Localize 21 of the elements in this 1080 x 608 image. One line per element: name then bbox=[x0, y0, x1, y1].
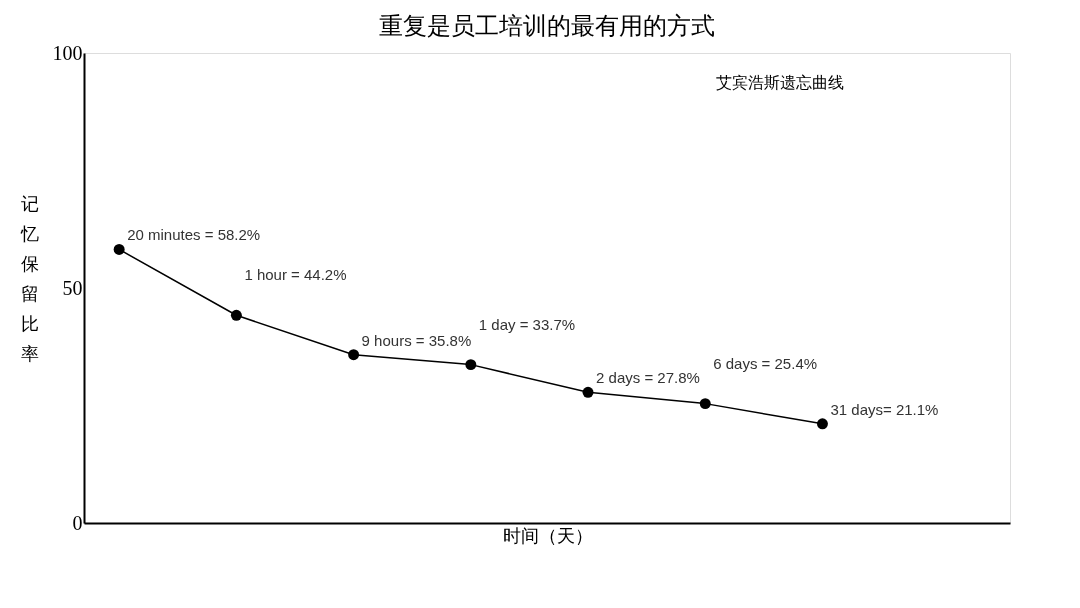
point bbox=[230, 309, 242, 321]
point bbox=[348, 349, 360, 361]
data-label: 2 days = 27.8% bbox=[596, 369, 700, 387]
data-label: 20 minutes = 58.2% bbox=[127, 226, 261, 244]
data-label: 1 day = 33.7% bbox=[478, 315, 576, 333]
y-tick-label: 50 bbox=[62, 276, 83, 299]
point bbox=[465, 359, 477, 371]
data-label: 9 hours = 35.8% bbox=[361, 331, 472, 349]
x-axis-title: 时间（天） bbox=[502, 524, 593, 546]
point bbox=[582, 386, 594, 398]
point bbox=[699, 398, 711, 410]
y-tick-label: 0 bbox=[72, 511, 83, 534]
annotation: 艾宾浩斯遗忘曲线 bbox=[716, 73, 844, 92]
chart-title: 重复是员工培训的最有用的方式 bbox=[379, 12, 715, 40]
point bbox=[816, 418, 828, 430]
y-tick-label: 100 bbox=[52, 41, 83, 64]
data-label: 31 days= 21.1% bbox=[830, 400, 939, 418]
data-label: 6 days = 25.4% bbox=[713, 354, 818, 372]
y-axis-title: 记忆保留比率 bbox=[19, 192, 39, 364]
point bbox=[113, 243, 125, 255]
data-label: 1 hour = 44.2% bbox=[244, 266, 347, 284]
